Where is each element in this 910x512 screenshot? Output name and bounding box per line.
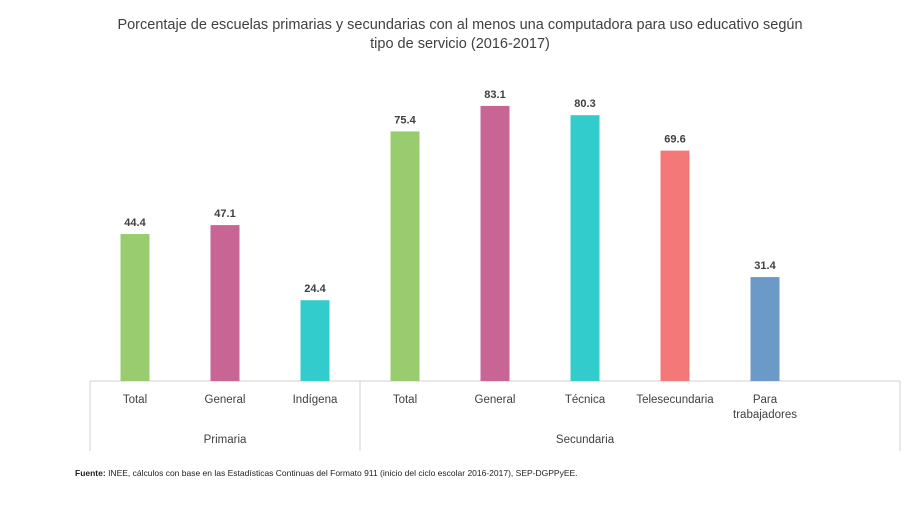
group-label-primaria: Primaria [204, 434, 247, 446]
category-label-secundaria-1: General [475, 394, 516, 406]
category-label-secundaria-3: Telesecundaria [636, 394, 714, 406]
category-label-primaria-1: General [205, 394, 246, 406]
bar-primaria-2 [300, 300, 330, 381]
source-label: Fuente: [75, 468, 106, 478]
chart-title-line-1: Porcentaje de escuelas primarias y secun… [117, 17, 803, 33]
bar-secundaria-0 [390, 131, 420, 381]
data-label-secundaria-3: 69.6 [664, 134, 685, 146]
category-label-secundaria-0: Total [393, 394, 417, 406]
chart-title: Porcentaje de escuelas primarias y secun… [40, 16, 880, 54]
data-label-secundaria-1: 83.1 [484, 89, 505, 101]
data-label-secundaria-2: 80.3 [574, 98, 595, 110]
chart-title-line-2: tipo de servicio (2016-2017) [370, 36, 550, 52]
source-text: INEE, cálculos con base en las Estadísti… [105, 468, 578, 478]
category-label-primaria-2: Indígena [293, 394, 338, 406]
category-label-secundaria-4-line-0: Para [753, 394, 778, 406]
data-label-secundaria-4: 31.4 [754, 260, 776, 272]
category-label-secundaria-2: Técnica [565, 394, 606, 406]
category-label-secundaria-4-line-1: trabajadores [733, 409, 797, 421]
bar-secundaria-1 [480, 105, 510, 382]
bar-primaria-0 [120, 234, 150, 381]
data-label-primaria-1: 47.1 [214, 208, 235, 220]
bar-secundaria-2 [570, 115, 600, 381]
data-label-secundaria-0: 75.4 [394, 114, 416, 126]
bar-secundaria-4 [750, 277, 780, 381]
category-label-primaria-0: Total [123, 394, 147, 406]
bar-primaria-1 [210, 225, 240, 381]
source-note: Fuente: INEE, cálculos con base en las E… [75, 468, 578, 478]
bar-secundaria-3 [660, 150, 690, 381]
data-label-primaria-2: 24.4 [304, 283, 326, 295]
group-label-secundaria: Secundaria [556, 434, 615, 446]
data-label-primaria-0: 44.4 [124, 217, 146, 229]
